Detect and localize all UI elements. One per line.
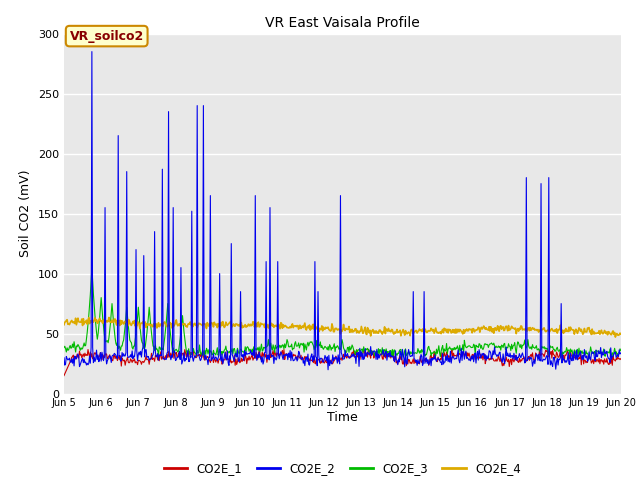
- CO2E_4: [128, 321, 136, 326]
- CO2E_4: [428, 325, 435, 331]
- Line: CO2E_3: CO2E_3: [64, 267, 621, 359]
- CO2E_1: [184, 354, 192, 360]
- CO2E_3: [411, 350, 419, 356]
- CO2E_4: [411, 329, 419, 335]
- Legend: CO2E_1, CO2E_2, CO2E_3, CO2E_4: CO2E_1, CO2E_2, CO2E_3, CO2E_4: [159, 457, 526, 480]
- CO2E_1: [127, 358, 135, 363]
- CO2E_2: [88, 48, 96, 54]
- CO2E_4: [70, 319, 78, 324]
- CO2E_4: [612, 334, 620, 340]
- CO2E_3: [185, 346, 193, 352]
- CO2E_1: [60, 372, 68, 378]
- Line: CO2E_2: CO2E_2: [64, 51, 621, 370]
- CO2E_3: [428, 353, 435, 359]
- CO2E_4: [185, 321, 193, 326]
- CO2E_2: [324, 367, 332, 372]
- CO2E_2: [128, 348, 136, 354]
- CO2E_3: [60, 345, 68, 350]
- CO2E_1: [214, 357, 221, 363]
- X-axis label: Time: Time: [327, 411, 358, 424]
- CO2E_3: [70, 339, 78, 345]
- CO2E_2: [428, 356, 436, 361]
- CO2E_2: [214, 355, 222, 361]
- CO2E_4: [617, 331, 625, 337]
- Text: VR_soilco2: VR_soilco2: [70, 30, 144, 43]
- Y-axis label: Soil CO2 (mV): Soil CO2 (mV): [19, 170, 33, 257]
- CO2E_3: [214, 352, 222, 358]
- Line: CO2E_1: CO2E_1: [64, 349, 621, 375]
- CO2E_2: [412, 359, 419, 365]
- CO2E_1: [428, 352, 435, 358]
- CO2E_2: [70, 363, 78, 369]
- Line: CO2E_4: CO2E_4: [64, 317, 621, 337]
- CO2E_3: [585, 356, 593, 362]
- CO2E_3: [128, 345, 136, 350]
- CO2E_1: [617, 356, 625, 361]
- CO2E_1: [70, 357, 78, 363]
- CO2E_2: [617, 350, 625, 356]
- CO2E_2: [60, 355, 68, 360]
- CO2E_1: [280, 347, 288, 352]
- Title: VR East Vaisala Profile: VR East Vaisala Profile: [265, 16, 420, 30]
- CO2E_4: [60, 322, 68, 328]
- CO2E_1: [411, 357, 419, 363]
- CO2E_3: [88, 264, 96, 270]
- CO2E_4: [214, 321, 222, 326]
- CO2E_3: [617, 348, 625, 353]
- CO2E_2: [185, 359, 193, 364]
- CO2E_4: [105, 314, 113, 320]
